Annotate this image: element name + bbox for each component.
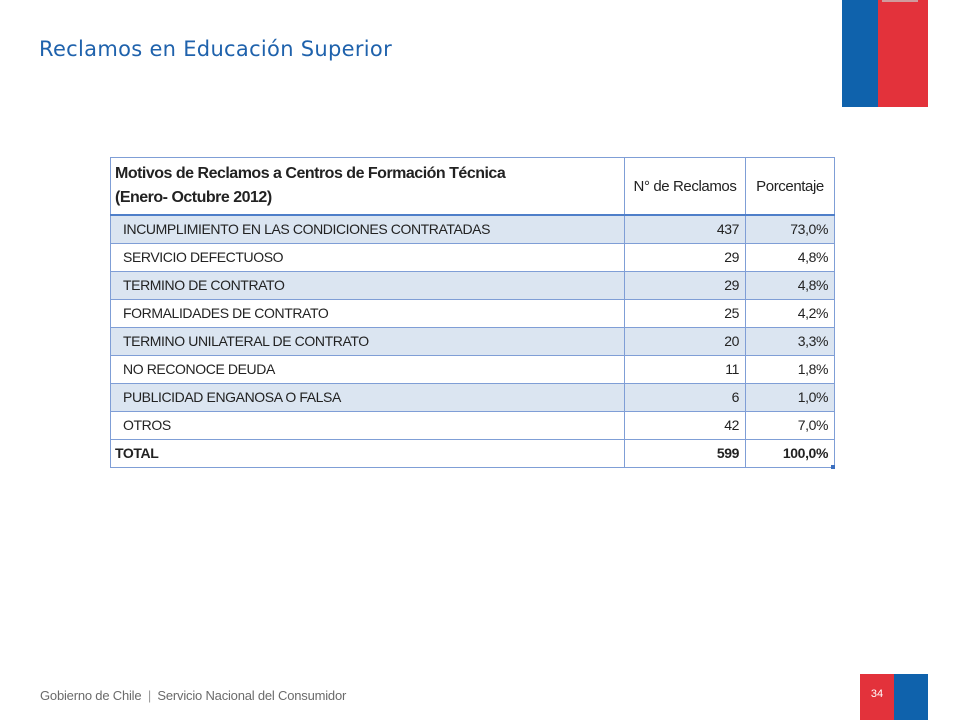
table-row: NO RECONOCE DEUDA 11 1,8% [110,354,835,384]
total-porcentaje: 100,0% [745,438,835,468]
flag-stripe-blue-top [842,0,878,107]
row-motivo: INCUMPLIMIENTO EN LAS CONDICIONES CONTRA… [110,214,625,244]
row-motivo: NO RECONOCE DEUDA [110,354,625,384]
reclamos-table: Motivos de Reclamos a Centros de Formaci… [110,157,835,468]
row-reclamos: 42 [624,410,746,440]
row-porcentaje: 73,0% [745,214,835,244]
row-motivo: TERMINO UNILATERAL DE CONTRATO [110,326,625,356]
row-motivo: TERMINO DE CONTRATO [110,270,625,300]
table-row: INCUMPLIMIENTO EN LAS CONDICIONES CONTRA… [110,214,835,244]
table-title-cell: Motivos de Reclamos a Centros de Formaci… [110,157,625,216]
slide-title: Reclamos en Educación Superior [39,37,393,61]
row-reclamos: 29 [624,242,746,272]
row-porcentaje: 4,2% [745,298,835,328]
table-title-line1: Motivos de Reclamos a Centros de Formaci… [115,165,506,182]
flag-stripe-red-bottom [860,674,894,720]
row-reclamos: 6 [624,382,746,412]
row-motivo: OTROS [110,410,625,440]
flag-stripe-blue-bottom [894,674,928,720]
row-porcentaje: 7,0% [745,410,835,440]
row-porcentaje: 4,8% [745,242,835,272]
reclamos-table-container: Motivos de Reclamos a Centros de Formaci… [110,157,835,469]
table-row: SERVICIO DEFECTUOSO 29 4,8% [110,242,835,272]
row-reclamos: 25 [624,298,746,328]
row-reclamos: 20 [624,326,746,356]
row-motivo: PUBLICIDAD ENGANOSA O FALSA [110,382,625,412]
row-reclamos: 11 [624,354,746,384]
footer-servicio: Servicio Nacional del Consumidor [157,688,347,703]
table-resize-handle[interactable] [831,464,835,469]
table-row: FORMALIDADES DE CONTRATO 25 4,2% [110,298,835,328]
row-reclamos: 437 [624,214,746,244]
row-porcentaje: 1,8% [745,354,835,384]
table-header-row: Motivos de Reclamos a Centros de Formaci… [110,157,835,216]
column-header-reclamos: N° de Reclamos [624,157,746,216]
footer-credit: Gobierno de Chile | Servicio Nacional de… [40,688,346,703]
table-row: OTROS 42 7,0% [110,410,835,440]
row-porcentaje: 3,3% [745,326,835,356]
row-motivo: FORMALIDADES DE CONTRATO [110,298,625,328]
row-motivo: SERVICIO DEFECTUOSO [110,242,625,272]
total-label: TOTAL [110,438,625,468]
table-title-line2: (Enero- Octubre 2012) [115,189,272,206]
footer-gobierno: Gobierno de Chile [40,688,142,703]
row-porcentaje: 4,8% [745,270,835,300]
row-reclamos: 29 [624,270,746,300]
table-total-row: TOTAL 599 100,0% [110,438,835,468]
table-row: TERMINO DE CONTRATO 29 4,8% [110,270,835,300]
footer-separator: | [147,688,151,703]
page-number: 34 [870,688,884,700]
total-reclamos: 599 [624,438,746,468]
table-row: TERMINO UNILATERAL DE CONTRATO 20 3,3% [110,326,835,356]
column-header-porcentaje: Porcentaje [745,157,835,216]
table-row: PUBLICIDAD ENGANOSA O FALSA 6 1,0% [110,382,835,412]
flag-stripe-red-top [878,0,928,107]
row-porcentaje: 1,0% [745,382,835,412]
